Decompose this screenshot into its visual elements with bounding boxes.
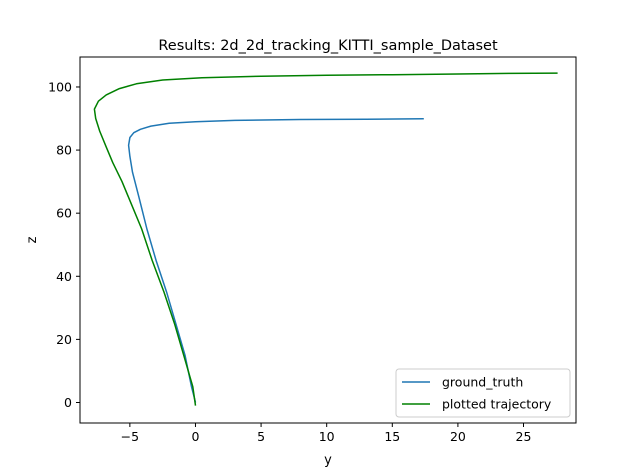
chart-title: Results: 2d_2d_tracking_KITTI_sample_Dat…	[158, 38, 498, 54]
series-lines	[93, 72, 558, 406]
x-tick-label: 25	[516, 429, 532, 444]
series-line-ground-truth	[127, 118, 424, 403]
y-axis: 0 20 40 60 80 100	[48, 79, 80, 410]
legend-box	[395, 368, 571, 418]
x-tick-label: 15	[384, 429, 400, 444]
y-tick-label: 60	[56, 206, 72, 221]
legend-label-plotted-trajectory: plotted trajectory	[442, 397, 552, 412]
legend: ground_truth plotted trajectory	[395, 368, 571, 418]
y-tick-label: 40	[56, 269, 72, 284]
x-tick-label: 5	[257, 429, 265, 444]
x-tick-label: 20	[450, 429, 466, 444]
x-axis: −5 0 5 10 15 20 25	[121, 423, 532, 444]
plot-area-frame	[79, 56, 577, 424]
legend-label-ground-truth: ground_truth	[442, 375, 523, 390]
y-axis-label: z	[25, 236, 40, 243]
y-tick-label: 0	[64, 395, 72, 410]
y-tick-label: 80	[56, 143, 72, 158]
x-tick-label: 10	[319, 429, 335, 444]
y-tick-label: 20	[56, 332, 72, 347]
x-tick-label: −5	[121, 429, 139, 444]
x-tick-label: 0	[191, 429, 199, 444]
series-line-plotted-trajectory	[93, 72, 558, 406]
y-tick-label: 100	[48, 79, 72, 94]
x-axis-label: y	[324, 453, 332, 468]
